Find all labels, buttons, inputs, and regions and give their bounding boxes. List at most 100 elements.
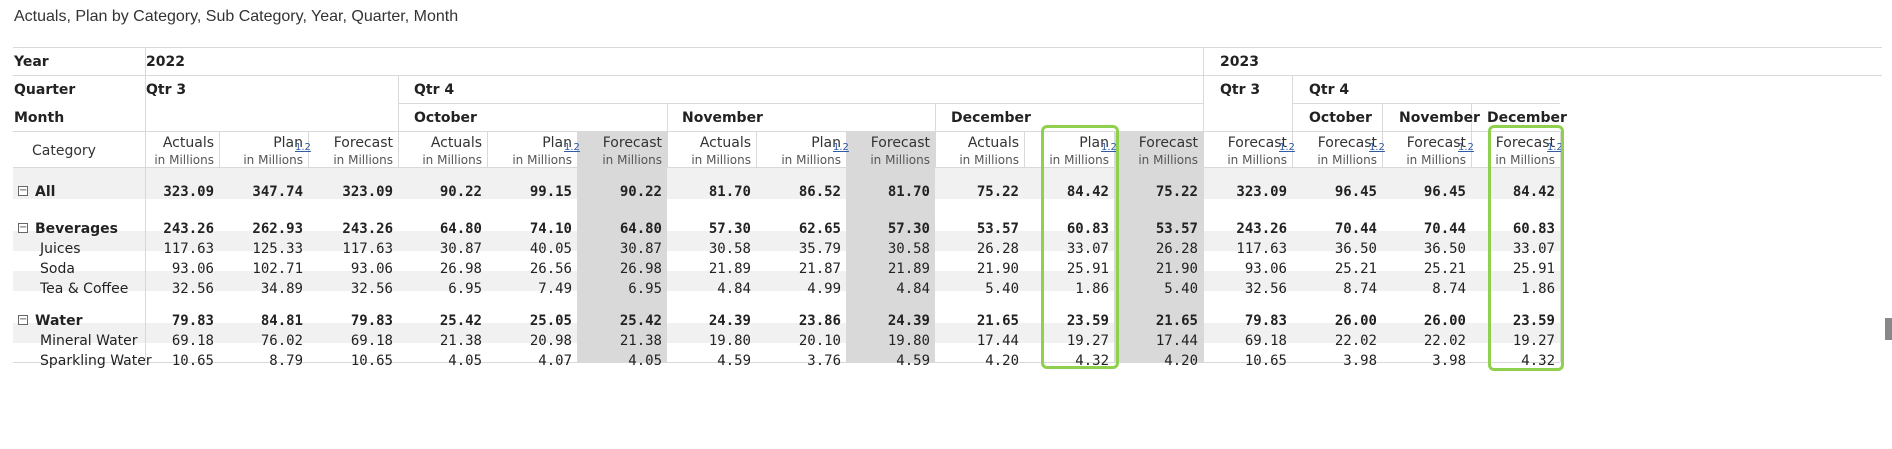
row-label[interactable]: Beverages xyxy=(35,221,118,237)
quarter-header[interactable]: Qtr 3 xyxy=(1220,82,1261,98)
column-header[interactable]: Actuals in Millions xyxy=(935,135,1019,168)
value-cell: 4.84 xyxy=(896,281,930,297)
column-header-label: Forecast xyxy=(1317,135,1377,151)
value-cell: 4.59 xyxy=(896,353,930,369)
grid-line xyxy=(1382,131,1383,167)
value-cell: 19.80 xyxy=(887,333,930,349)
value-cell: 125.33 xyxy=(252,241,303,257)
value-cell: 21.65 xyxy=(976,313,1019,329)
column-header[interactable]: Plan in Millions xyxy=(756,135,841,168)
collapse-icon[interactable]: − xyxy=(18,222,28,233)
row-header-year: Year xyxy=(14,54,49,70)
visual-title: Actuals, Plan by Category, Sub Category,… xyxy=(14,8,459,25)
row-label[interactable]: Mineral Water xyxy=(40,333,138,349)
column-header[interactable]: Forecast in Millions xyxy=(1114,135,1198,168)
calculation-marker-link[interactable]: 1.2 xyxy=(1458,142,1474,153)
value-cell: 32.56 xyxy=(171,281,214,297)
column-header[interactable]: Forecast in Millions xyxy=(1382,135,1466,168)
value-cell: 26.56 xyxy=(529,261,572,277)
month-header[interactable]: November xyxy=(682,110,763,126)
value-cell: 57.30 xyxy=(708,221,751,237)
collapse-icon[interactable]: − xyxy=(18,314,28,325)
calculation-marker-link[interactable]: 1.2 xyxy=(1547,142,1563,153)
calculation-marker-link[interactable]: 1.2 xyxy=(1279,142,1295,153)
calculation-marker-link[interactable]: 1.2 xyxy=(1101,142,1117,153)
column-header[interactable]: Actuals in Millions xyxy=(145,135,214,168)
column-header-unit: in Millions xyxy=(1495,153,1555,167)
value-cell: 4.84 xyxy=(717,281,751,297)
value-cell: 17.44 xyxy=(1155,333,1198,349)
column-header-unit: in Millions xyxy=(243,153,303,167)
column-header[interactable]: Forecast in Millions xyxy=(1471,135,1555,168)
grid-line xyxy=(846,131,847,167)
column-header-label: Plan xyxy=(1079,135,1109,151)
grid-line xyxy=(1471,131,1472,167)
calculation-marker-link[interactable]: 1.2 xyxy=(564,142,580,153)
value-cell: 69.18 xyxy=(171,333,214,349)
grid-line xyxy=(756,131,757,167)
value-cell: 93.06 xyxy=(1244,261,1287,277)
row-label[interactable]: Sparkling Water xyxy=(40,353,152,369)
column-header[interactable]: Forecast in Millions xyxy=(577,135,662,168)
value-cell: 69.18 xyxy=(1244,333,1287,349)
column-header-label: Plan xyxy=(273,135,303,151)
row-label[interactable]: Water xyxy=(35,313,83,329)
collapse-icon[interactable]: − xyxy=(18,185,28,196)
value-cell: 243.26 xyxy=(163,221,214,237)
column-header[interactable]: Forecast in Millions xyxy=(846,135,930,168)
row-header-category: Category xyxy=(32,143,96,159)
value-cell: 93.06 xyxy=(350,261,393,277)
value-cell: 64.80 xyxy=(439,221,482,237)
value-cell: 26.28 xyxy=(1155,241,1198,257)
vertical-scrollbar[interactable] xyxy=(1885,318,1892,340)
quarter-header[interactable]: Qtr 3 xyxy=(146,82,187,98)
value-cell: 5.40 xyxy=(985,281,1019,297)
value-cell: 10.65 xyxy=(171,353,214,369)
quarter-header[interactable]: Qtr 4 xyxy=(414,82,455,98)
value-cell: 323.09 xyxy=(342,184,393,200)
row-label[interactable]: Tea & Coffee xyxy=(40,281,129,297)
column-header[interactable]: Actuals in Millions xyxy=(667,135,751,168)
grid-line xyxy=(1292,103,1560,104)
value-cell: 57.30 xyxy=(887,221,930,237)
value-cell: 96.45 xyxy=(1423,184,1466,200)
value-cell: 20.10 xyxy=(798,333,841,349)
column-header[interactable]: Plan in Millions xyxy=(487,135,572,168)
column-header[interactable]: Forecast in Millions xyxy=(1292,135,1377,168)
row-label[interactable]: Soda xyxy=(40,261,75,277)
value-cell: 26.00 xyxy=(1334,313,1377,329)
month-header[interactable]: October xyxy=(414,110,477,126)
column-header-unit: in Millions xyxy=(1049,153,1109,167)
quarter-header[interactable]: Qtr 4 xyxy=(1309,82,1350,98)
value-cell: 79.83 xyxy=(350,313,393,329)
forecast-column-shade xyxy=(577,131,667,362)
value-cell: 21.89 xyxy=(887,261,930,277)
column-header[interactable]: Forecast in Millions xyxy=(1203,135,1287,168)
year-header[interactable]: 2023 xyxy=(1220,54,1259,70)
value-cell: 26.28 xyxy=(976,241,1019,257)
column-header[interactable]: Plan in Millions xyxy=(1024,135,1109,168)
row-label[interactable]: Juices xyxy=(40,241,81,257)
year-header[interactable]: 2022 xyxy=(146,54,185,70)
value-cell: 33.07 xyxy=(1066,241,1109,257)
column-header[interactable]: Actuals in Millions xyxy=(398,135,482,168)
calculation-marker-link[interactable]: 1.2 xyxy=(833,142,849,153)
column-header-label: Actuals xyxy=(699,135,751,151)
value-cell: 21.90 xyxy=(976,261,1019,277)
month-header[interactable]: December xyxy=(1487,110,1567,126)
month-header[interactable]: December xyxy=(951,110,1031,126)
calculation-marker-link[interactable]: 1.2 xyxy=(295,142,311,153)
column-header-label: Forecast xyxy=(1138,135,1198,151)
column-header[interactable]: Plan in Millions xyxy=(219,135,303,168)
month-header[interactable]: November xyxy=(1399,110,1480,126)
column-header-unit: in Millions xyxy=(602,153,662,167)
forecast-column-shade xyxy=(846,131,935,362)
calculation-marker-link[interactable]: 1.2 xyxy=(1369,142,1385,153)
month-header[interactable]: October xyxy=(1309,110,1372,126)
value-cell: 60.83 xyxy=(1512,221,1555,237)
grid-line xyxy=(487,131,488,167)
column-header[interactable]: Forecast in Millions xyxy=(308,135,393,168)
value-cell: 74.10 xyxy=(529,221,572,237)
row-label[interactable]: All xyxy=(35,184,56,200)
column-header-unit: in Millions xyxy=(422,153,482,167)
